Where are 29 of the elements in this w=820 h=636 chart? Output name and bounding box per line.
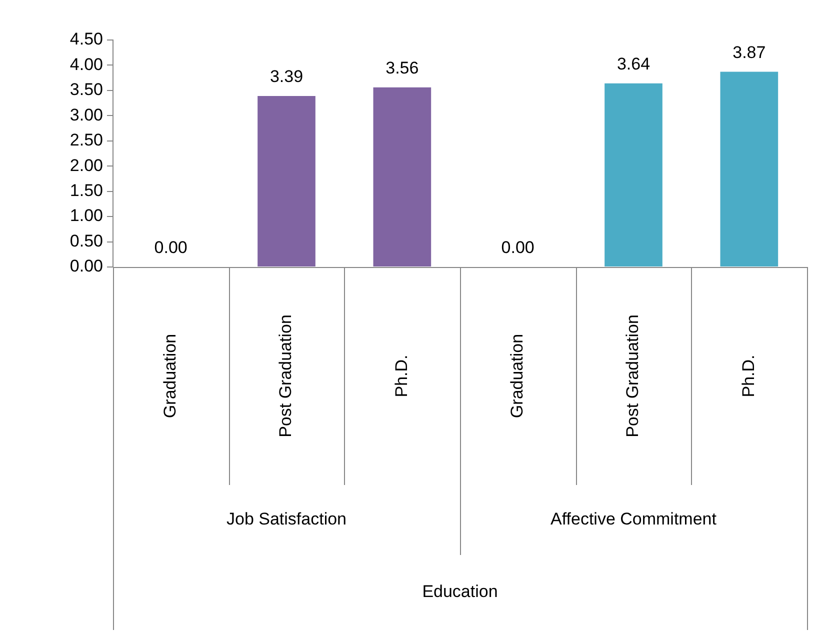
y-tick-label: 4.00 bbox=[70, 54, 103, 74]
bar bbox=[720, 72, 778, 266]
data-label: 3.87 bbox=[732, 42, 766, 62]
y-tick-label: 0.50 bbox=[70, 231, 103, 250]
x-tick-label: Ph.D. bbox=[738, 354, 758, 398]
y-tick-label: 0.00 bbox=[70, 256, 103, 276]
x-tick-label: Post Graduation bbox=[276, 314, 296, 438]
data-label: 0.00 bbox=[501, 238, 534, 258]
data-label: 3.64 bbox=[616, 54, 650, 74]
bar bbox=[604, 83, 662, 266]
data-label: 3.56 bbox=[386, 58, 419, 78]
x-tick-label: Post Graduation bbox=[623, 314, 642, 438]
data-label: 0.00 bbox=[154, 238, 188, 258]
bar bbox=[373, 87, 432, 266]
bar bbox=[258, 96, 316, 266]
data-label: 3.39 bbox=[270, 67, 304, 86]
x-tick-label: Graduation bbox=[160, 334, 180, 418]
text: Affective Commitment bbox=[550, 510, 717, 529]
text: Education bbox=[422, 582, 498, 602]
y-tick-label: 3.00 bbox=[70, 105, 103, 124]
y-tick-label: 2.50 bbox=[70, 130, 103, 150]
y-tick-label: 1.50 bbox=[70, 181, 103, 200]
x-tick-label: Ph.D. bbox=[392, 354, 411, 398]
y-tick-label: 3.50 bbox=[70, 80, 103, 100]
y-tick-label: 4.50 bbox=[70, 30, 103, 49]
y-tick-label: 1.00 bbox=[70, 206, 103, 226]
x-tick-label: Graduation bbox=[508, 334, 527, 418]
y-tick-label: 2.00 bbox=[70, 156, 103, 175]
text: Job Satisfaction bbox=[226, 510, 347, 529]
